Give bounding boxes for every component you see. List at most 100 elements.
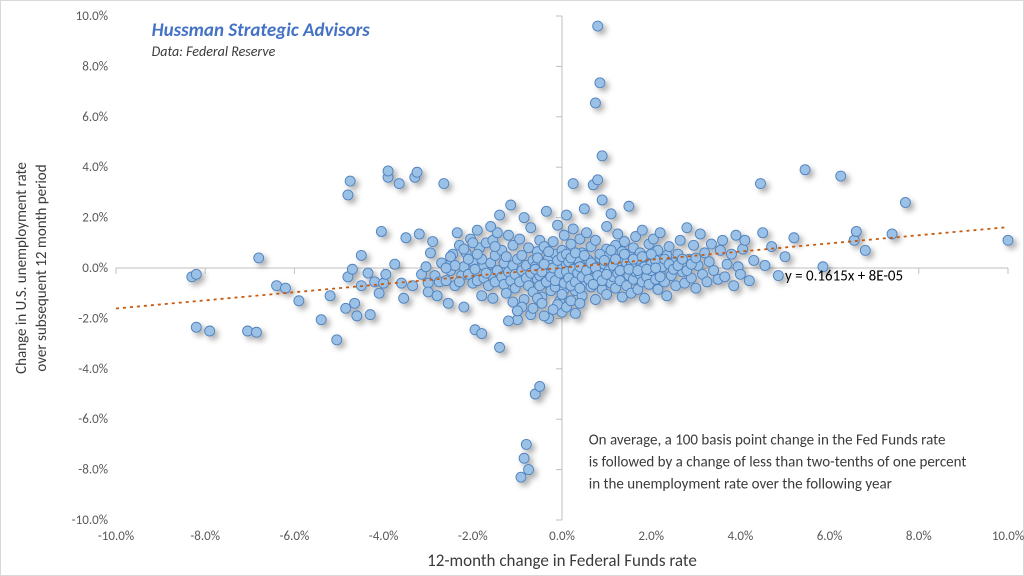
- data-point: [1003, 235, 1013, 245]
- branding-subtitle: Data: Federal Reserve: [152, 43, 276, 60]
- data-point: [851, 226, 861, 236]
- data-point: [718, 235, 728, 245]
- data-point: [590, 295, 600, 305]
- data-point: [671, 281, 681, 291]
- y-tick-label: 10.0%: [76, 9, 108, 24]
- data-point: [495, 342, 505, 352]
- data-point: [381, 269, 391, 279]
- data-point: [421, 262, 431, 272]
- data-point: [521, 439, 531, 449]
- data-point: [294, 296, 304, 306]
- data-point: [731, 230, 741, 240]
- y-tick-label: 4.0%: [82, 160, 108, 175]
- data-point: [675, 235, 685, 245]
- y-tick-label: -4.0%: [78, 362, 108, 377]
- data-point: [383, 166, 393, 176]
- data-point: [689, 240, 699, 250]
- data-point: [526, 223, 536, 233]
- data-point: [352, 311, 362, 321]
- data-point: [900, 197, 910, 207]
- data-point: [682, 223, 692, 233]
- y-tick-label: -6.0%: [78, 412, 108, 427]
- data-point: [633, 266, 643, 276]
- y-tick-label: 2.0%: [82, 211, 108, 226]
- data-point: [744, 276, 754, 286]
- x-tick-label: -4.0%: [369, 529, 399, 544]
- chart-svg: -10.0%-8.0%-6.0%-4.0%-2.0%0.0%2.0%4.0%6.…: [0, 0, 1024, 576]
- data-point: [597, 195, 607, 205]
- data-point: [628, 254, 638, 264]
- data-point: [316, 315, 326, 325]
- data-point: [597, 151, 607, 161]
- data-point: [575, 283, 585, 293]
- data-point: [401, 233, 411, 243]
- data-point: [755, 179, 765, 189]
- annotation-line: On average, a 100 basis point change in …: [589, 431, 946, 449]
- data-point: [740, 235, 750, 245]
- data-point: [341, 303, 351, 313]
- x-tick-label: -2.0%: [458, 529, 488, 544]
- x-tick-label: 2.0%: [638, 529, 664, 544]
- data-point: [606, 209, 616, 219]
- data-point: [205, 326, 215, 336]
- x-tick-label: 6.0%: [817, 529, 843, 544]
- data-point: [691, 253, 701, 263]
- data-point: [570, 308, 580, 318]
- data-point: [535, 381, 545, 391]
- data-point: [655, 228, 665, 238]
- data-point: [399, 293, 409, 303]
- x-tick-label: -8.0%: [190, 529, 220, 544]
- y-tick-label: 8.0%: [82, 59, 108, 74]
- data-point: [582, 228, 592, 238]
- data-point: [443, 298, 453, 308]
- data-point: [472, 249, 482, 259]
- y-tick-label: -8.0%: [78, 463, 108, 478]
- data-point: [519, 453, 529, 463]
- data-point: [501, 288, 511, 298]
- data-point: [251, 327, 261, 337]
- data-point: [454, 277, 464, 287]
- data-point: [726, 249, 736, 259]
- data-point: [836, 171, 846, 181]
- data-point: [695, 229, 705, 239]
- data-point: [706, 239, 716, 249]
- data-point: [472, 225, 482, 235]
- data-point: [254, 253, 264, 263]
- data-point: [503, 230, 513, 240]
- data-point: [365, 310, 375, 320]
- data-point: [738, 244, 748, 254]
- data-point: [735, 269, 745, 279]
- data-point: [677, 254, 687, 264]
- data-point: [343, 190, 353, 200]
- data-point: [439, 179, 449, 189]
- data-point: [553, 220, 563, 230]
- data-point: [428, 237, 438, 247]
- x-tick-label: 0.0%: [549, 529, 575, 544]
- data-point: [488, 293, 498, 303]
- data-point: [495, 210, 505, 220]
- data-point: [191, 322, 201, 332]
- scatter-chart: -10.0%-8.0%-6.0%-4.0%-2.0%0.0%2.0%4.0%6.…: [0, 0, 1024, 576]
- data-point: [566, 296, 576, 306]
- data-point: [720, 272, 730, 282]
- data-point: [655, 272, 665, 282]
- data-point: [615, 266, 625, 276]
- data-point: [432, 291, 442, 301]
- data-point: [800, 165, 810, 175]
- data-point: [528, 303, 538, 313]
- data-point: [749, 255, 759, 265]
- data-point: [570, 248, 580, 258]
- data-point: [394, 179, 404, 189]
- data-point: [544, 247, 554, 257]
- data-point: [541, 206, 551, 216]
- data-point: [356, 250, 366, 260]
- y-axis-label-group: Change in U.S. unemployment rateover sub…: [13, 162, 51, 374]
- data-point: [760, 260, 770, 270]
- data-point: [446, 252, 456, 262]
- data-point: [374, 288, 384, 298]
- data-point: [702, 277, 712, 287]
- data-point: [575, 298, 585, 308]
- data-point: [501, 252, 511, 262]
- data-point: [272, 281, 282, 291]
- data-point: [459, 244, 469, 254]
